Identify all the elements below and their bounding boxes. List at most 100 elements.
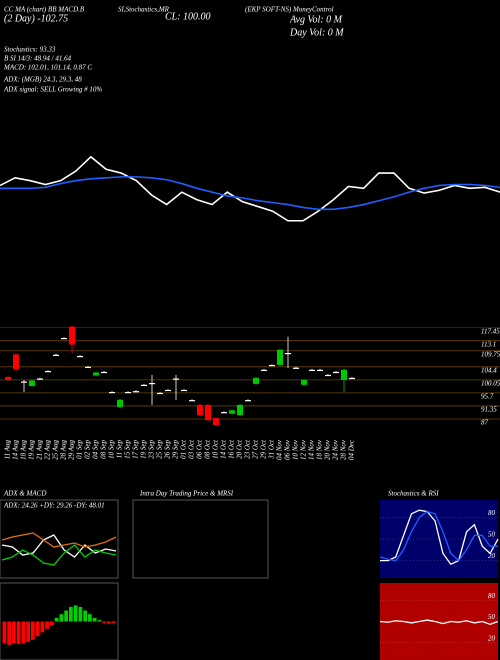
y-tick-label: 91.35: [481, 406, 497, 414]
histogram-bar: [69, 606, 73, 622]
candle-body: [333, 371, 339, 374]
x-tick-label: 27 Oct: [252, 439, 260, 459]
candle-body: [85, 366, 91, 368]
series-line: [379, 619, 499, 626]
y-tick-label: 80: [488, 509, 496, 517]
macd-frame: [0, 582, 119, 660]
header-close: CL: 100.00: [165, 11, 211, 22]
y-tick-label: 50: [488, 531, 496, 539]
x-tick-label: 17 Sep: [132, 440, 140, 459]
candle-body: [229, 410, 235, 414]
x-tick-label: 14 Oct: [220, 439, 228, 459]
x-tick-label: 23 Sep: [148, 440, 156, 459]
adx-frame: [0, 499, 119, 579]
candle-body: [285, 353, 291, 355]
candle-body: [149, 383, 155, 385]
candle-body: [141, 384, 147, 386]
series-line: [0, 176, 500, 211]
x-tick-label: 10 Nov: [292, 439, 300, 460]
candle-body: [77, 356, 83, 358]
x-tick-label: 22 Aug: [44, 440, 52, 460]
panel-subtitle: ADX: 24.26 +DY: 29.26 -DY: 48.01: [3, 502, 105, 510]
candle-body: [45, 371, 51, 373]
x-tick-label: 14 Aug: [12, 440, 20, 460]
candle-body: [253, 377, 259, 384]
histogram-bar: [97, 620, 102, 622]
histogram-bar: [2, 621, 7, 644]
histogram-bar: [21, 621, 26, 644]
x-tick-label: 04 Dec: [348, 439, 356, 460]
y-tick-label: 109.75: [481, 350, 500, 358]
histogram-bar: [59, 614, 64, 622]
panel-title: Intra Day Trading Price & MRSI: [139, 490, 234, 498]
x-tick-label: 20 Oct: [236, 439, 244, 459]
x-tick-label: 18 Nov: [316, 439, 324, 460]
adx: ADX: (MGB) 24.3, 29.3, 48: [3, 76, 82, 84]
histogram-bar: [83, 610, 87, 622]
histogram-bar: [16, 621, 21, 645]
candle-body: [261, 369, 267, 371]
x-tick-label: 08 Oct: [204, 439, 212, 459]
x-tick-label: 28 Nov: [340, 439, 348, 460]
series-line: [1, 532, 117, 548]
candle-body: [109, 392, 115, 394]
candle-body: [93, 372, 99, 376]
histogram-bar: [7, 621, 11, 645]
y-tick-label: 20: [488, 552, 496, 560]
candle-body: [317, 369, 323, 371]
candle-body: [21, 381, 27, 383]
x-tick-label: 10 Sep: [108, 440, 116, 459]
candle-body: [325, 374, 331, 377]
histogram-bar: [111, 621, 116, 623]
candle-body: [245, 400, 251, 402]
histogram-bar: [73, 605, 78, 622]
candle-body: [125, 392, 131, 394]
y-tick-label: 100.05: [481, 379, 500, 387]
x-tick-label: 01 Sep: [76, 440, 84, 459]
histogram-bar: [102, 621, 106, 623]
x-tick-label: 18 Aug: [20, 440, 28, 460]
y-tick-label: 87: [481, 419, 489, 427]
candle-body: [197, 404, 203, 416]
y-tick-label: 80: [488, 592, 496, 600]
candle-body: [181, 389, 187, 392]
x-tick-label: 25 Aug: [52, 440, 60, 460]
series-line: [379, 510, 498, 562]
candle-body: [165, 389, 171, 392]
candle-body: [189, 400, 195, 402]
histogram-bar: [12, 621, 16, 644]
x-tick-label: 04 Nov: [276, 439, 284, 460]
x-tick-label: 29 Aug: [68, 440, 76, 460]
panel-title: Stochastics & RSI: [388, 490, 439, 498]
candle-body: [13, 354, 19, 370]
x-tick-label: 19 Aug: [28, 440, 36, 460]
histogram-bar: [40, 621, 45, 633]
candle-body: [221, 412, 227, 414]
x-tick-label: 15 Sep: [124, 440, 132, 459]
header-stoch: SI,Stochastics,MR: [118, 6, 170, 14]
panel-title: ADX & MACD: [3, 490, 46, 498]
y-tick-label: 20: [488, 634, 496, 642]
candle-body: [301, 380, 307, 385]
header-line1: CC MA (chart) BB MACD.B: [4, 6, 85, 14]
x-tick-label: 23 Oct: [244, 439, 252, 459]
x-tick-label: 31 Oct: [268, 439, 276, 460]
candle-body: [309, 369, 315, 371]
candle-body: [117, 399, 123, 407]
x-tick-label: 29 Oct: [260, 439, 268, 459]
y-tick-label: 50: [488, 613, 496, 621]
histogram-bar: [31, 621, 35, 640]
header-symbol: (EKP SOFT-NS) MoneyControl: [245, 6, 334, 14]
histogram-bar: [45, 621, 49, 629]
x-tick-label: 24 Nov: [332, 439, 340, 460]
series-line: [1, 534, 117, 558]
x-tick-label: 29 Sep: [172, 440, 180, 459]
x-tick-label: 06 Oct: [196, 439, 204, 459]
x-tick-label: 19 Sep: [140, 440, 148, 459]
candle-body: [213, 418, 219, 425]
x-tick-label: 02 Sep: [84, 440, 92, 459]
x-tick-label: 25 Sep: [156, 440, 164, 459]
x-tick-label: 14 Nov: [308, 439, 316, 460]
histogram-bar: [107, 621, 111, 624]
